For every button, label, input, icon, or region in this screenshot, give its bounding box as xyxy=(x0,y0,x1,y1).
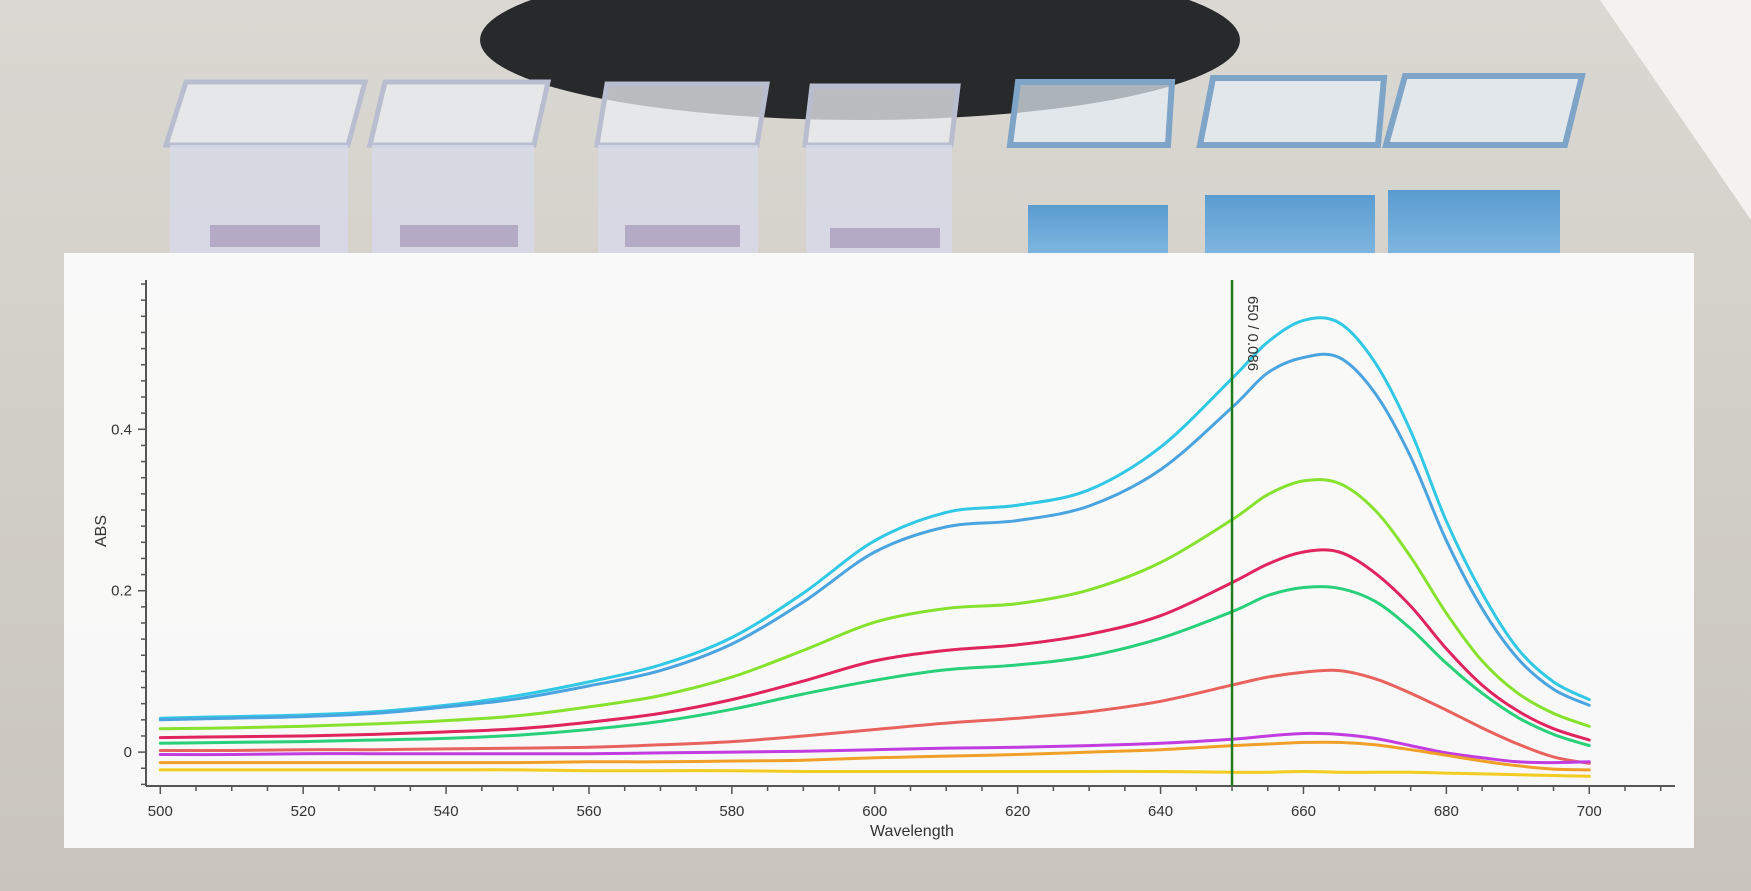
x-tick-label: 580 xyxy=(719,803,744,820)
x-tick-label: 540 xyxy=(434,803,459,820)
x-tick-label: 520 xyxy=(291,803,316,820)
y-tick-label: 0.2 xyxy=(111,583,132,600)
y-tick-label: 0 xyxy=(124,744,132,761)
x-tick-label: 620 xyxy=(1005,803,1030,820)
series-lines xyxy=(158,316,1591,778)
y-axis-label: ABS xyxy=(93,515,110,547)
x-tick-label: 700 xyxy=(1577,803,1602,820)
cursor-readout-label: 650 / 0.086 xyxy=(1244,296,1261,371)
series-line-7 xyxy=(158,731,1591,765)
x-tick-label: 560 xyxy=(576,803,601,820)
x-tick-label: 660 xyxy=(1291,803,1316,820)
y-tick-label: 0.4 xyxy=(111,421,132,438)
series-line-4 xyxy=(158,548,1591,742)
x-tick-label: 500 xyxy=(148,803,173,820)
series-line-8 xyxy=(158,740,1591,772)
wavelength-cursor[interactable]: 650 / 0.086 xyxy=(1230,280,1261,786)
x-axis-label: Wavelength xyxy=(870,823,954,840)
x-tick-label: 680 xyxy=(1434,803,1459,820)
series-line-3 xyxy=(158,478,1591,731)
series-line-9 xyxy=(158,768,1591,778)
chart-axes: 500 520 540 560 580 600 620 640 660 680 700 0 0.2 0.4 xyxy=(111,280,1675,820)
x-tick-label: 600 xyxy=(862,803,887,820)
series-line-6 xyxy=(158,668,1591,765)
series-line-5 xyxy=(158,585,1591,748)
series-line-2 xyxy=(158,352,1591,722)
series-line-1 xyxy=(158,316,1591,720)
x-tick-label: 640 xyxy=(1148,803,1173,820)
